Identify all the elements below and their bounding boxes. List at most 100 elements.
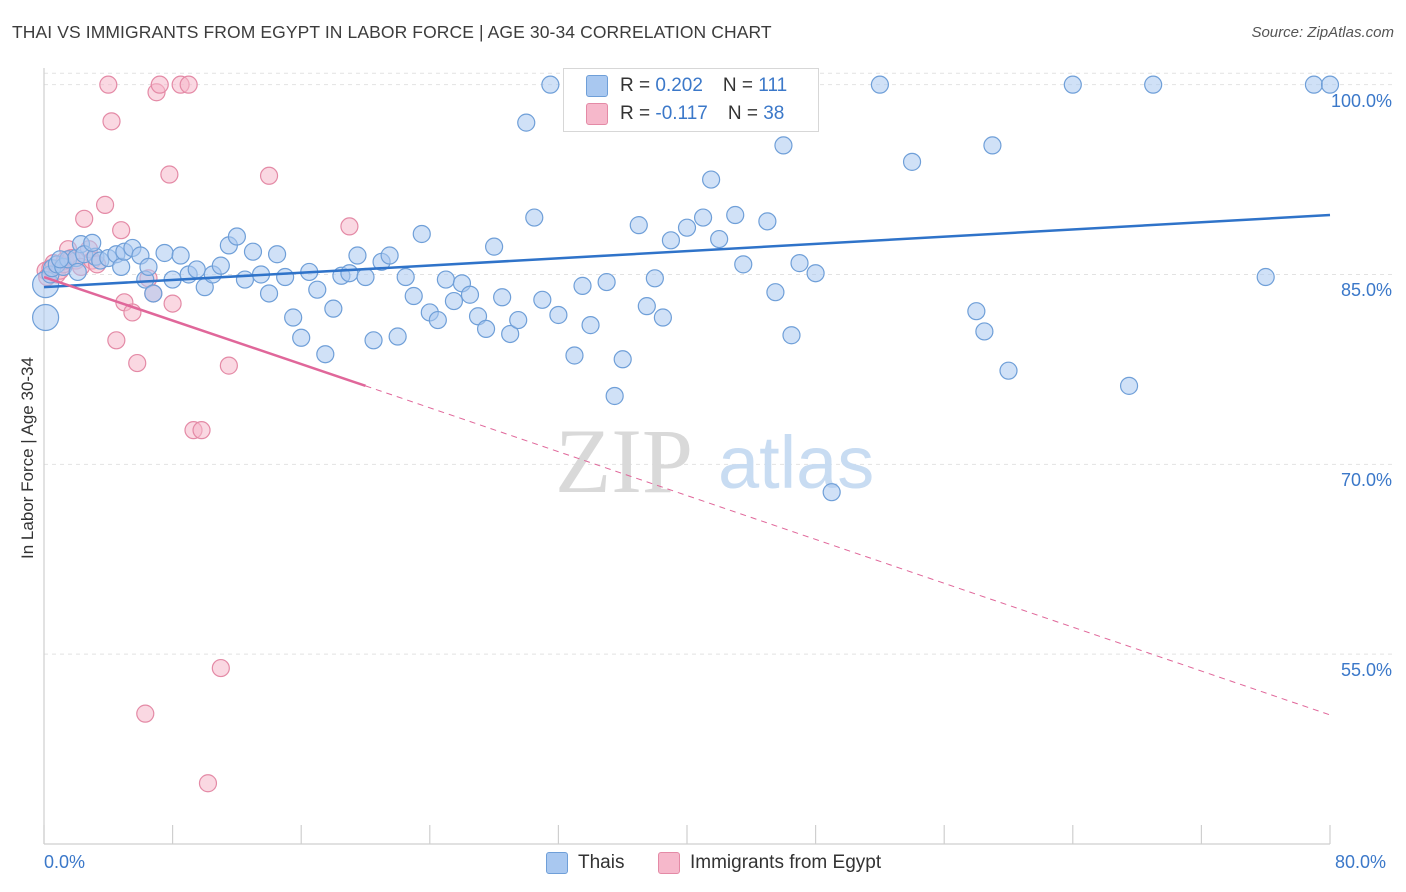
points-blue-point-24 [171, 246, 190, 265]
points-blue-point-29 [211, 256, 230, 275]
points-blue-point-75 [597, 272, 616, 292]
points-blue-point-102 [999, 361, 1018, 380]
trend-line-egypt [43, 275, 366, 388]
points-immigrants-from-egypt [36, 75, 359, 793]
n-label: N = [727, 103, 764, 124]
n-value: 111 [758, 75, 788, 96]
points-blue-point-33 [243, 242, 263, 261]
points-blue-point-70 [541, 75, 560, 94]
points-pink-point-34 [192, 421, 211, 440]
chart-title: THAI VS IMMIGRANTS FROM EGYPT IN LABOR F… [12, 22, 772, 42]
points-pink-point-39 [340, 217, 359, 236]
points-pink-point-28 [150, 75, 169, 94]
y-axis-label: In Labor Force | Age 30-34 [18, 357, 37, 559]
points-pink-point-19 [107, 331, 126, 350]
points-blue-point-62 [476, 319, 496, 339]
points-blue-point-101 [983, 136, 1002, 155]
legend-item-egypt[interactable]: Immigrants from Egypt [658, 852, 881, 874]
points-blue-point-100 [975, 322, 994, 341]
points-blue-point-85 [693, 208, 713, 227]
n-label: N = [722, 75, 759, 96]
points-blue-point-74 [581, 316, 600, 335]
points-pink-point-36 [211, 658, 230, 678]
n-value: 38 [763, 103, 785, 124]
points-blue-point-88 [726, 205, 745, 225]
y-tick-label-0: 55.0% [1340, 660, 1392, 681]
points-blue-point-82 [661, 231, 681, 250]
source-label: Source: ZipAtlas.com [1251, 24, 1394, 41]
trend-line-egypt-extension [365, 385, 1331, 716]
points-pink-point-12 [75, 209, 94, 228]
points-blue-point-72 [565, 346, 584, 365]
trend-lines [43, 213, 1331, 716]
points-pink-point-20 [112, 221, 131, 240]
points-blue-point-103 [1063, 75, 1082, 94]
points-blue-point-58 [444, 291, 464, 311]
points-blue-point-87 [710, 229, 729, 249]
points-blue-point-39 [292, 328, 311, 347]
points-blue-point-83 [677, 218, 697, 237]
points-blue-point-89 [734, 255, 753, 274]
points-blue-point-47 [356, 267, 375, 287]
points-blue-point-65 [501, 324, 520, 344]
points-blue-point-45 [340, 264, 359, 283]
points-blue-point-109 [50, 250, 70, 269]
y-tick-label-1: 70.0% [1340, 470, 1392, 491]
points-blue-point-26 [187, 260, 206, 279]
points-blue-point-1 [32, 303, 60, 332]
points-blue-point-66 [509, 310, 528, 330]
axes [43, 68, 1331, 845]
points-blue-point-110 [83, 233, 102, 252]
points-blue-point-41 [308, 280, 327, 299]
r-value: -0.117 [655, 103, 708, 124]
r-value: 0.202 [655, 75, 703, 96]
points-blue-point-105 [1144, 75, 1163, 94]
points-pink-point-29 [160, 165, 179, 184]
points-blue-point-67 [517, 113, 536, 132]
points-blue-point-107 [1304, 75, 1324, 94]
points-blue-point-43 [324, 299, 343, 318]
points-blue-point-69 [533, 290, 552, 309]
points-blue-point-94 [790, 254, 809, 273]
points-thais [32, 75, 1340, 502]
points-pink-point-24 [136, 704, 155, 723]
points-blue-point-63 [485, 237, 504, 256]
points-blue-point-35 [259, 284, 279, 303]
points-pink-point-35 [198, 774, 218, 793]
points-blue-point-32 [235, 270, 255, 289]
y-tick-label-2: 85.0% [1340, 280, 1392, 301]
legend-item-thais[interactable]: Thais [546, 852, 624, 874]
points-blue-point-99 [967, 302, 986, 321]
points-blue-point-93 [782, 326, 801, 345]
points-blue-point-91 [766, 283, 785, 302]
points-blue-point-52 [396, 267, 415, 287]
points-blue-point-81 [653, 308, 672, 327]
points-blue-point-96 [822, 483, 841, 502]
points-blue-point-108 [1320, 75, 1340, 94]
y-tick-label-3: 100.0% [1330, 90, 1392, 111]
points-blue-point-31 [227, 227, 246, 246]
points-pink-point-23 [128, 353, 147, 373]
x-tick-label-max: 80.0% [1335, 852, 1387, 872]
legend-label-thais: Thais [578, 852, 625, 873]
points-blue-point-95 [806, 264, 825, 283]
stats-swatch-blue [586, 75, 608, 97]
points-pink-point-32 [179, 75, 198, 94]
stats-row-thais: R = 0.202 N = 111 [586, 72, 787, 100]
points-pink-point-38 [259, 166, 279, 185]
points-blue-point-54 [412, 224, 431, 244]
points-blue-point-97 [870, 75, 890, 94]
points-blue-point-86 [702, 170, 721, 189]
points-blue-point-57 [436, 270, 455, 289]
points-blue-point-106 [1256, 267, 1275, 287]
points-blue-point-92 [774, 136, 793, 155]
points-blue-point-53 [404, 286, 423, 306]
points-blue-point-42 [316, 345, 335, 364]
points-pink-point-30 [163, 294, 182, 313]
legend-swatch-pink [658, 852, 680, 874]
r-label: R = [620, 103, 656, 124]
points-pink-point-17 [99, 75, 118, 94]
points-blue-point-37 [276, 267, 295, 287]
watermark-atlas: atlas [718, 421, 874, 504]
points-blue-point-79 [637, 297, 656, 316]
